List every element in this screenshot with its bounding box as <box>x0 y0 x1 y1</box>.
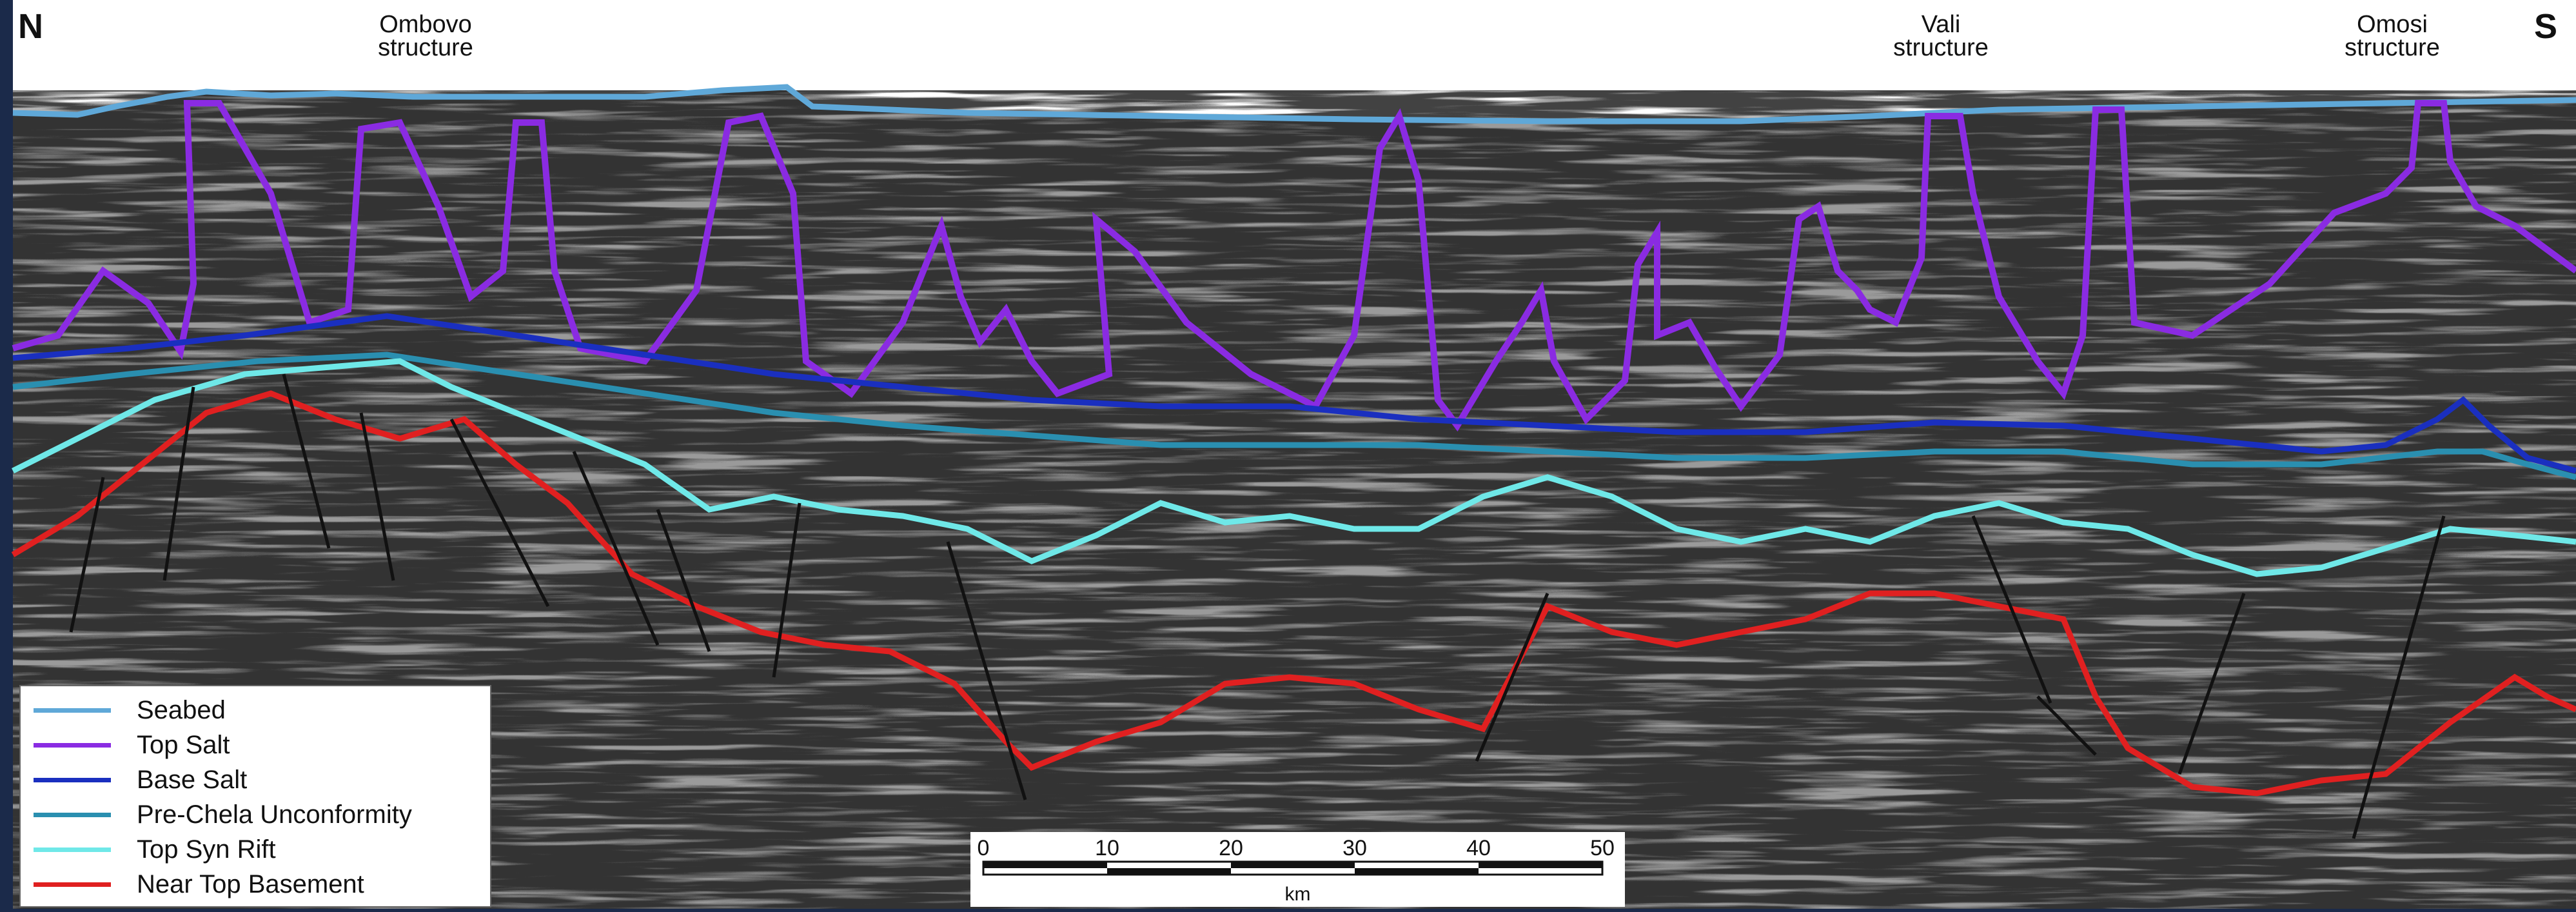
structure-label-omosi: Omosi structure <box>2302 11 2483 61</box>
scale-bar: 0 10 20 30 40 50 km <box>970 832 1625 907</box>
scale-tick-10: 10 <box>1095 836 1119 860</box>
legend-label: Top Syn Rift <box>137 835 276 864</box>
legend-label: Top Salt <box>137 730 230 759</box>
scale-tick-50: 50 <box>1590 836 1615 860</box>
legend-swatch <box>34 742 111 748</box>
horizon-pre-chela <box>12 352 2576 481</box>
structure-name: Omosi <box>2357 11 2428 38</box>
structure-label-ombovo: Ombovo structure <box>335 11 516 61</box>
structure-suffix: structure <box>378 34 473 61</box>
horizon-base-salt <box>12 313 2576 474</box>
legend-swatch <box>34 777 111 782</box>
structure-name: Vali <box>1921 11 1961 38</box>
legend-label: Base Salt <box>137 765 248 794</box>
legend-item-top-salt: Top Salt <box>34 728 490 762</box>
legend-label: Seabed <box>137 695 226 724</box>
scale-bar-graphic <box>982 860 1604 876</box>
scale-tick-40: 40 <box>1466 836 1491 860</box>
legend-swatch <box>34 847 111 852</box>
structure-label-vali: Vali structure <box>1851 11 2031 61</box>
legend-swatch <box>34 882 111 887</box>
legend-item-seabed: Seabed <box>34 693 490 728</box>
structure-suffix: structure <box>1893 34 1989 61</box>
scale-tick-30: 30 <box>1342 836 1367 860</box>
legend-swatch <box>34 812 111 817</box>
legend-item-pre-chela: Pre-Chela Unconformity <box>34 797 490 832</box>
structure-suffix: structure <box>2345 34 2440 61</box>
legend: Seabed Top Salt Base Salt Pre-Chela Unco… <box>19 685 491 907</box>
horizon-top-syn-rift <box>11 358 2576 577</box>
scale-tick-20: 20 <box>1219 836 1243 860</box>
legend-label: Pre-Chela Unconformity <box>137 800 412 829</box>
legend-item-base-salt: Base Salt <box>34 762 490 797</box>
left-border <box>0 0 13 909</box>
legend-item-top-syn-rift: Top Syn Rift <box>34 832 490 867</box>
north-label: N <box>18 7 43 46</box>
south-label: S <box>2534 7 2558 46</box>
legend-item-near-top-basement: Near Top Basement <box>34 867 490 902</box>
structure-name: Ombovo <box>379 11 472 38</box>
legend-label: Near Top Basement <box>137 869 364 898</box>
horizon-near-top-basement <box>11 390 2576 797</box>
horizon-top-salt <box>12 100 2576 431</box>
horizon-seabed <box>12 84 2576 124</box>
scale-tick-0: 0 <box>977 836 990 860</box>
scale-unit: km <box>1284 884 1311 905</box>
legend-swatch <box>34 708 111 713</box>
fault-lines <box>69 373 2446 839</box>
